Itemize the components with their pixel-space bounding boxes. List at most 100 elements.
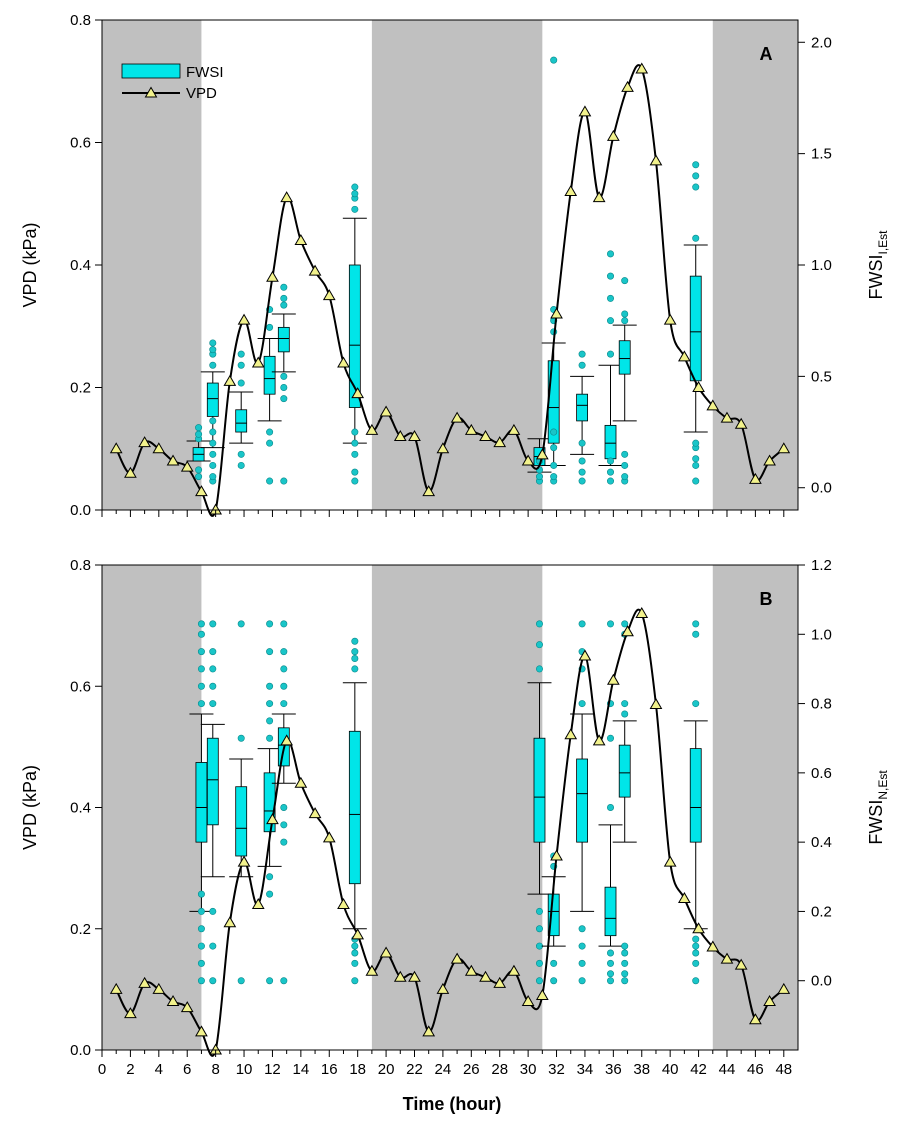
y-right-tick-label-a-0: 0.0 [811, 480, 832, 497]
box-iqr [235, 786, 248, 857]
fwsi-outlier-a-8-4 [578, 361, 586, 369]
vpd-point-a-32 [564, 185, 578, 196]
fwsi-outlier-b-0-9 [197, 648, 205, 656]
x-tick-label-8: 16 [321, 1061, 338, 1078]
vpd-point-a-23 [436, 442, 450, 454]
fwsi-outlier-b-2-1 [237, 734, 245, 742]
vpd-point-b-6 [195, 1025, 208, 1037]
fwsi-outlier-b-9-1 [607, 970, 615, 978]
fwsi-outlier-b-3-3 [266, 734, 274, 742]
fwsi-outlier-b-0-5 [197, 890, 205, 898]
y-right-tick-label-a-2: 1.0 [811, 257, 832, 274]
y-left-label-b: VPD (kPa) [20, 765, 40, 850]
fwsi-outlier-b-0-3 [197, 925, 205, 933]
fwsi-outlier-b-0-11 [197, 620, 205, 628]
fwsi-outlier-a-2-1 [237, 450, 245, 458]
x-tick-label-4: 8 [211, 1061, 219, 1078]
legend-label-fwsi: FWSI [186, 64, 224, 81]
vpd-point-b-35 [606, 673, 620, 685]
vpd-point-b-3 [152, 982, 166, 994]
box-iqr [689, 748, 702, 843]
vpd-point-a-37 [635, 62, 649, 74]
fwsi-outlier-a-5-3 [351, 439, 359, 447]
vpd-point-a-34 [592, 191, 606, 203]
fwsi-outlier-a-5-0 [351, 477, 359, 485]
vpd-point-a-15 [322, 289, 336, 301]
fwsi-outlier-a-10-3 [621, 450, 629, 458]
x-tick-label-19: 38 [633, 1061, 650, 1078]
fwsi-outlier-a-10-2 [621, 461, 629, 469]
fwsi-outlier-b-1-6 [209, 648, 217, 656]
vpd-point-b-14 [308, 807, 322, 819]
fwsi-outlier-b-11-6 [692, 630, 700, 638]
vpd-point-b-30 [535, 988, 549, 1000]
x-tick-label-24: 48 [775, 1061, 792, 1078]
fwsi-outlier-b-10-0 [621, 977, 629, 985]
vpd-point-b-47 [777, 982, 791, 994]
y-right-tick-label-a-1: 0.5 [811, 368, 832, 385]
y-right-label-a: FWSII,Est [866, 230, 890, 300]
fwsi-outlier-a-1-1 [209, 473, 217, 481]
vpd-point-b-40 [677, 891, 691, 903]
night-band-a-2 [712, 20, 798, 510]
y-left-tick-label-b-3: 0.6 [70, 678, 91, 695]
vpd-point-a-38 [649, 154, 663, 166]
fwsi-outlier-a-4-0 [280, 477, 288, 485]
fwsi-outlier-a-0-3 [195, 430, 203, 438]
fwsi-outlier-a-11-1 [692, 461, 700, 469]
fwsi-outlier-b-3-0 [266, 977, 274, 985]
x-tick-label-20: 40 [662, 1061, 679, 1078]
fwsi-outlier-b-7-1 [550, 959, 558, 967]
fwsi-outlier-a-11-5 [692, 234, 700, 242]
vpd-point-b-41 [692, 922, 705, 934]
fwsi-outlier-a-7-4 [550, 428, 558, 436]
fwsi-outlier-a-7-1 [550, 473, 558, 481]
fwsi-outlier-b-11-0 [692, 977, 700, 985]
vpd-point-b-36 [621, 625, 634, 637]
vpd-point-b-42 [706, 940, 720, 952]
fwsi-outlier-b-4-6 [280, 665, 288, 673]
fwsi-outlier-a-4-2 [280, 383, 288, 391]
vpd-point-a-14 [308, 264, 322, 276]
fwsi-outlier-b-1-3 [209, 700, 217, 708]
fwsi-box-a-1 [200, 339, 225, 485]
fwsi-outlier-b-11-5 [692, 700, 700, 708]
y-right-tick-label-b-3: 0.6 [811, 765, 832, 782]
y-right-tick-label-a-4: 2.0 [811, 34, 832, 51]
night-band-b-0 [102, 565, 202, 1050]
x-tick-label-16: 32 [548, 1061, 565, 1078]
x-tick-label-0: 0 [98, 1061, 106, 1078]
fwsi-outlier-b-9-3 [607, 949, 615, 957]
fwsi-outlier-b-4-0 [280, 977, 288, 985]
fwsi-outlier-b-0-6 [197, 700, 205, 708]
fwsi-outlier-b-10-8 [621, 620, 629, 628]
vpd-point-b-9 [237, 855, 251, 867]
legend-label-vpd: VPD [186, 85, 217, 102]
fwsi-outlier-a-5-8 [351, 183, 359, 191]
fwsi-box-a-2 [229, 350, 254, 469]
x-tick-label-13: 26 [463, 1061, 480, 1078]
fwsi-outlier-b-3-6 [266, 682, 274, 690]
box-iqr [348, 264, 361, 408]
night-band-b-2 [712, 565, 798, 1050]
x-tick-label-15: 30 [520, 1061, 537, 1078]
fwsi-outlier-a-7-2 [550, 461, 558, 469]
fwsi-outlier-a-7-8 [550, 56, 558, 64]
fwsi-outlier-b-6-7 [535, 620, 543, 628]
fwsi-outlier-b-1-7 [209, 620, 217, 628]
y-left-tick-label-a-2: 0.4 [70, 257, 91, 274]
fwsi-box-b-0 [189, 620, 214, 985]
x-tick-label-18: 36 [605, 1061, 622, 1078]
vpd-point-b-20 [393, 970, 407, 982]
y-left-tick-label-a-0: 0.0 [70, 502, 91, 519]
vpd-point-b-24 [450, 952, 464, 964]
vpd-point-b-17 [351, 928, 365, 940]
x-tick-label-9: 18 [349, 1061, 366, 1078]
fwsi-outlier-a-11-4 [692, 439, 700, 447]
x-tick-label-17: 34 [577, 1061, 594, 1078]
fwsi-outlier-a-4-4 [280, 301, 288, 309]
fwsi-outlier-a-9-2 [607, 457, 615, 465]
legend-swatch-fwsi [121, 63, 181, 79]
fwsi-outlier-a-10-5 [621, 310, 629, 318]
vpd-point-a-35 [606, 129, 620, 141]
